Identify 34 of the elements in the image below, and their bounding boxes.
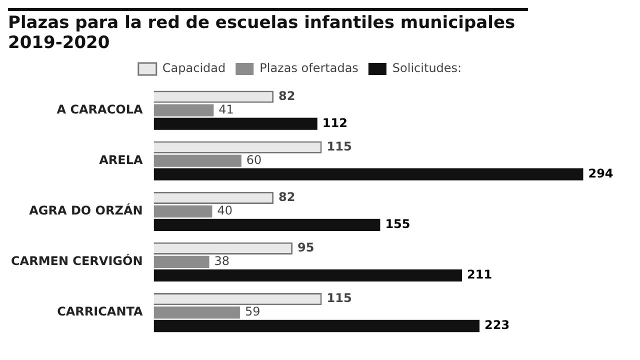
data-label: 59 [244,304,260,319]
data-label: 95 [298,240,314,255]
data-label: 115 [326,291,352,306]
bar [154,154,242,167]
bar [154,104,214,116]
chart-title: Plazas para la red de escuelas infantiles municipales 2019-2020 [8,8,528,53]
data-label: 38 [214,254,230,268]
data-label: 211 [466,268,492,282]
bar [154,118,318,130]
bar [154,269,462,282]
data-label: 41 [218,102,234,116]
bar [154,256,210,268]
y-tick-label: CARRICANTA [57,304,144,319]
legend-label: Capacidad [162,61,226,76]
data-label: 82 [278,88,296,103]
y-tick-label: AGRA DO ORZÁN [29,202,143,218]
data-label: 223 [484,318,510,332]
data-label: 40 [217,204,232,218]
legend-label: Solicitudes: [392,61,462,76]
data-label: 115 [326,139,352,154]
bar [154,218,380,231]
y-tick-label: ARELA [99,152,144,167]
bar [154,168,584,180]
data-label: 112 [322,116,348,130]
legend-label: Plazas ofertadas [260,61,358,76]
data-label: 294 [588,166,614,180]
bar [154,205,212,218]
bar [154,306,240,319]
data-label: 60 [246,152,262,167]
y-tick-label: CARMEN CERVIGÓN [10,253,143,268]
bar [154,320,480,332]
y-tick-label: A CARACOLA [56,102,144,116]
data-label: 155 [385,217,410,232]
data-label: 82 [278,190,296,204]
